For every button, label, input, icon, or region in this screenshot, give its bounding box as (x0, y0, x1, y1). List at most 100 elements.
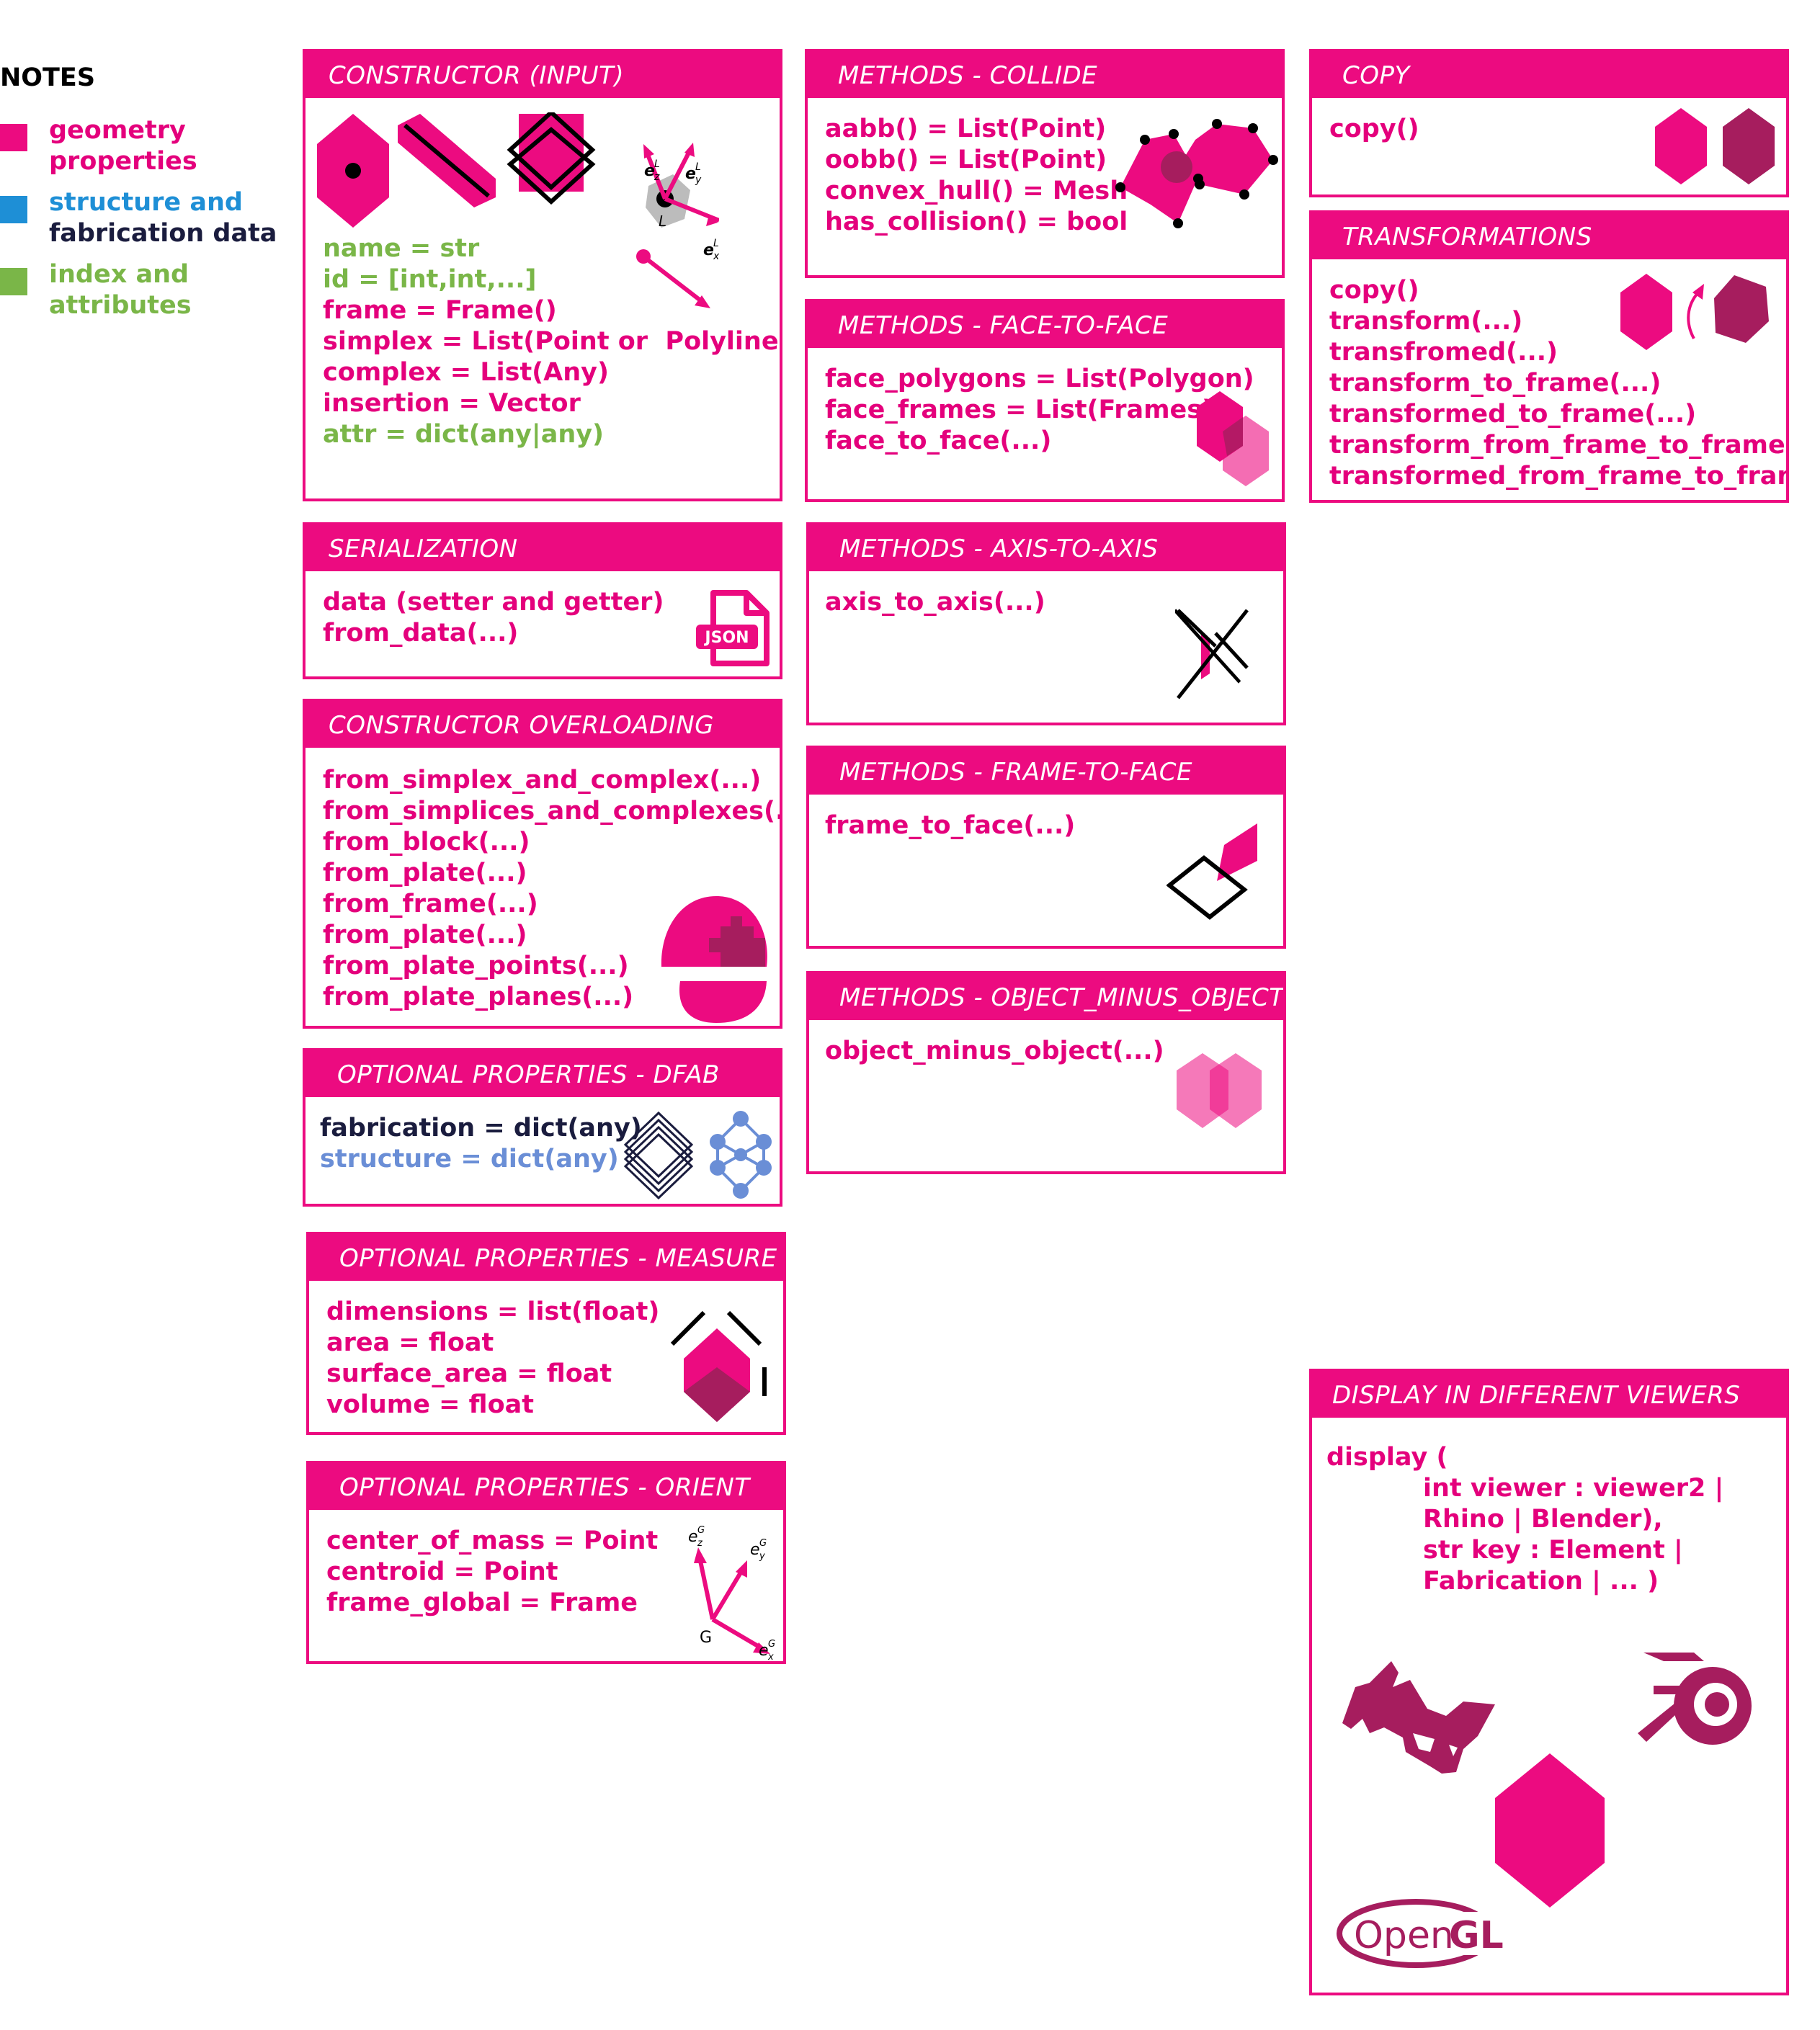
svg-text:x: x (713, 251, 719, 262)
copy-line: copy() (1329, 115, 1419, 143)
transform-line-transformed-to-frame: transformed_to_frame(...) (1329, 400, 1697, 429)
overload-line-3: from_block(...) (323, 828, 530, 857)
transform-line-transfromed: transfromed(...) (1329, 338, 1558, 367)
svg-text:L: L (713, 238, 719, 249)
face-to-face-icon (1197, 391, 1269, 486)
svg-text:x: x (767, 1652, 774, 1663)
legend-swatch-index (0, 268, 27, 295)
measure-line-volume: volume = float (326, 1390, 535, 1419)
face-line-face-to-face: face_to_face(...) (825, 426, 1052, 455)
measure-title: OPTIONAL PROPERTIES - MEASURE (309, 1235, 783, 1281)
object-minus-object-icon (1177, 1053, 1262, 1128)
collide-box: METHODS - COLLIDE aabb() = List(Point) o… (805, 49, 1285, 278)
transformations-title: TRANSFORMATIONS (1312, 213, 1786, 259)
legend-label-geometry-2: properties (49, 147, 197, 176)
svg-text:G: G (759, 1538, 767, 1549)
rhino-logo-icon (1342, 1661, 1495, 1774)
dfab-box: OPTIONAL PROPERTIES - DFAB fabrication =… (303, 1048, 782, 1207)
axis-line-axis-to-axis: axis_to_axis(...) (825, 588, 1045, 617)
orient-line-center-of-mass: center_of_mass = Point (326, 1526, 659, 1555)
display-line-2: int viewer : viewer2 | (1326, 1474, 1724, 1503)
minus-title: METHODS - OBJECT_MINUS_OBJECT (809, 974, 1283, 1020)
legend-label-structure-2: fabrication data (49, 219, 277, 248)
axis-label-ex: e (703, 241, 714, 259)
display-box: DISPLAY IN DIFFERENT VIEWERS display ( i… (1309, 1369, 1789, 1995)
face-title: METHODS - FACE-TO-FACE (808, 302, 1282, 348)
prop-complex: complex = List(Any) (323, 358, 609, 387)
global-axes-icon: e z G e y G e x G G (688, 1525, 775, 1663)
frameface-box: METHODS - FRAME-TO-FACE frame_to_face(..… (806, 746, 1286, 949)
blender-logo-icon (1638, 1653, 1752, 1745)
transformations-box: TRANSFORMATIONS copy() transform(...) tr… (1309, 210, 1789, 503)
frameface-line: frame_to_face(...) (825, 811, 1076, 840)
collision-hull-icon (1115, 119, 1278, 228)
copy-title: COPY (1312, 52, 1786, 98)
legend-swatch-geometry (0, 124, 27, 151)
orient-axis-ex: e (759, 1642, 769, 1660)
overload-line-4: from_plate(...) (323, 859, 527, 887)
svg-text:z: z (653, 171, 660, 183)
overloading-box: CONSTRUCTOR OVERLOADING from_simplex_and… (303, 699, 782, 1029)
minus-box: METHODS - OBJECT_MINUS_OBJECT object_min… (806, 971, 1286, 1174)
minus-line: object_minus_object(...) (825, 1037, 1164, 1065)
orient-line-centroid: centroid = Point (326, 1557, 558, 1586)
overload-line-6: from_plate(...) (323, 921, 527, 949)
display-line-1: display ( (1326, 1443, 1448, 1472)
measure-line-surface-area: surface_area = float (326, 1359, 612, 1388)
dfab-line-fabrication: fabrication = dict(any) (320, 1114, 642, 1143)
dfab-title: OPTIONAL PROPERTIES - DFAB (305, 1051, 780, 1097)
svg-text:L: L (654, 158, 660, 170)
transform-line-transform: transform(...) (1329, 307, 1523, 336)
prop-insertion: insertion = Vector (323, 389, 581, 418)
copy-hexagons-icon (1655, 108, 1775, 184)
svg-text:y: y (759, 1551, 765, 1562)
collide-line-aabb: aabb() = List(Point) (825, 115, 1107, 143)
network-icon (710, 1111, 772, 1199)
json-label: JSON (703, 629, 749, 647)
axis-label-ey: e (685, 165, 696, 183)
collide-line-oobb: oobb() = List(Point) (825, 146, 1107, 174)
legend-label-structure-1: structure and (49, 188, 243, 217)
orient-axis-ey: e (750, 1541, 760, 1559)
measure-cube-icon (670, 1310, 767, 1422)
serialization-line-from-data: from_data(...) (323, 619, 519, 648)
origin-label: L (659, 213, 666, 230)
constructor-title: CONSTRUCTOR (INPUT) (305, 52, 780, 98)
axis-to-axis-icon (1175, 609, 1249, 699)
prop-id: id = [int,int,...] (323, 265, 537, 294)
notes-title: NOTES (0, 63, 96, 92)
overload-line-7: from_plate_points(...) (323, 952, 629, 980)
orient-title: OPTIONAL PROPERTIES - ORIENT (309, 1464, 783, 1510)
opengl-gl-text: GL (1449, 1914, 1504, 1957)
face-box: METHODS - FACE-TO-FACE face_polygons = L… (805, 299, 1285, 502)
transform-line-from-frame-to-frame: transform_from_frame_to_frame(..) (1329, 431, 1789, 460)
frame-to-face-icon (1167, 823, 1257, 920)
egg-icon (661, 896, 767, 1023)
dfab-line-structure: structure = dict(any) (320, 1145, 619, 1173)
orient-line-frame-global: frame_global = Frame (326, 1588, 638, 1617)
svg-text:G: G (697, 1525, 705, 1536)
transform-line-to-frame: transform_to_frame(...) (1329, 369, 1661, 398)
axis-title: METHODS - AXIS-TO-AXIS (809, 525, 1283, 571)
frameface-title: METHODS - FRAME-TO-FACE (809, 748, 1283, 795)
prop-name: name = str (323, 234, 480, 263)
serialization-box: SERIALIZATION data (setter and getter) f… (303, 522, 782, 679)
collide-title: METHODS - COLLIDE (808, 52, 1282, 98)
legend-label-geometry-1: geometry (49, 116, 186, 145)
transform-line-copy: copy() (1329, 276, 1419, 305)
svg-text:G: G (768, 1639, 775, 1650)
legend-label-index-2: attributes (49, 291, 192, 320)
overloading-title: CONSTRUCTOR OVERLOADING (305, 702, 780, 748)
measure-line-area: area = float (326, 1328, 494, 1357)
measure-box: OPTIONAL PROPERTIES - MEASURE dimensions… (306, 1232, 786, 1435)
prop-frame: frame = Frame() (323, 296, 557, 325)
display-title: DISPLAY IN DIFFERENT VIEWERS (1312, 1372, 1786, 1418)
serialization-title: SERIALIZATION (305, 525, 780, 571)
serialization-line-data: data (setter and getter) (323, 588, 664, 617)
layers-icon (623, 1111, 694, 1200)
overload-line-2: from_simplices_and_complexes(...) (323, 797, 782, 826)
opengl-open-text: Open (1354, 1914, 1454, 1957)
prop-simplex: simplex = List(Point or Polyline) (323, 327, 782, 356)
constructor-shapes-icon: e z L e y L e x L L (317, 112, 719, 308)
display-line-5: Fabrication | ... ) (1326, 1567, 1659, 1596)
